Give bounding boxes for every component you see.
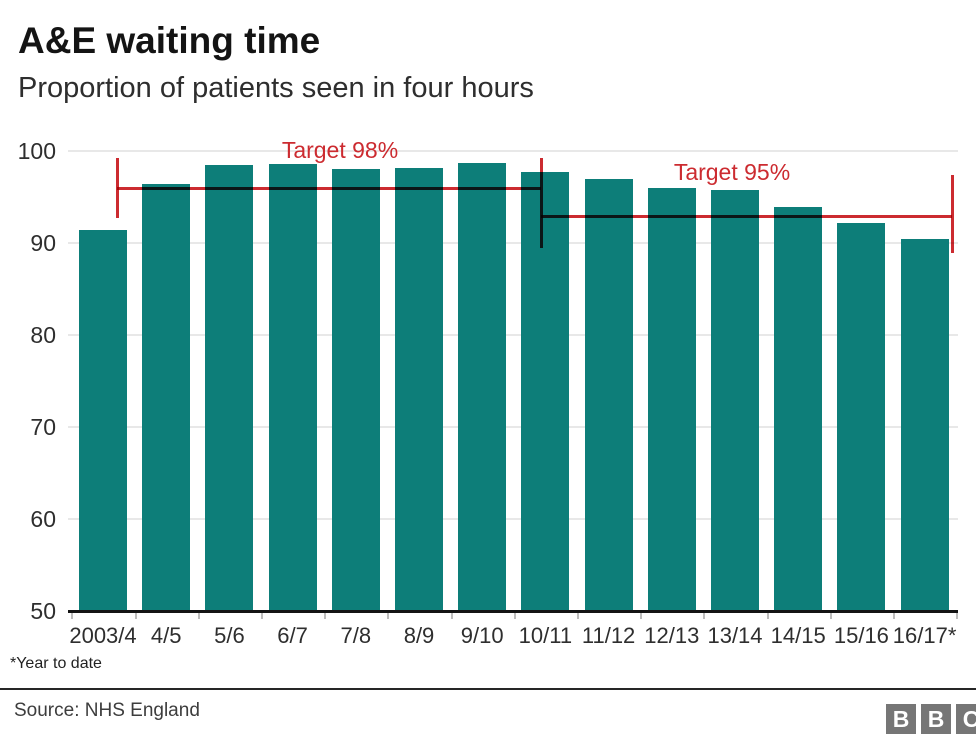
- bbc-logo-letter: B: [921, 704, 951, 734]
- axis-tick: [513, 613, 516, 619]
- x-axis-label: 9/10: [460, 623, 504, 648]
- y-axis-label: 50: [30, 598, 56, 624]
- axis-tick: [893, 613, 895, 619]
- bar: [521, 172, 570, 611]
- gridline: [68, 426, 958, 428]
- axis-tick: [640, 613, 643, 619]
- x-axis-label: 10/11: [518, 623, 573, 648]
- axis-tick: [71, 613, 74, 619]
- chart-subtitle: Proportion of patients seen in four hour…: [18, 72, 534, 104]
- axis-tick: [577, 613, 579, 619]
- gridline: [68, 334, 958, 336]
- gridline: [68, 150, 958, 152]
- x-axis-label: 14/15: [770, 623, 826, 648]
- target-whisker: [116, 158, 119, 218]
- axis-tick: [134, 613, 137, 619]
- target-line: [541, 215, 952, 218]
- bar: [647, 187, 696, 611]
- footer-divider: [0, 688, 976, 690]
- source-caption: Source: NHS England: [14, 700, 200, 721]
- bbc-logo-letter: B: [886, 704, 916, 734]
- x-axis-label: 11/12: [581, 623, 636, 648]
- axis-tick: [829, 613, 832, 619]
- bar: [395, 167, 443, 611]
- gridline: [68, 518, 958, 520]
- bar: [268, 163, 317, 611]
- axis-tick: [197, 613, 200, 619]
- axis-tick: [324, 613, 327, 619]
- x-axis-label: 16/17*: [892, 623, 957, 648]
- bar: [458, 163, 507, 611]
- bar: [584, 178, 633, 611]
- x-axis-label: 7/8: [340, 623, 372, 648]
- bar: [142, 184, 191, 611]
- y-axis-label: 70: [30, 414, 56, 440]
- bbc-logo-letter: C: [956, 704, 976, 734]
- axis-tick: [956, 613, 959, 619]
- target-line: [117, 187, 541, 190]
- x-axis-label: 12/13: [644, 623, 700, 648]
- chart-title: A&E waiting time: [18, 20, 321, 61]
- y-axis-label: 80: [30, 322, 56, 348]
- y-axis-label: 100: [17, 138, 56, 164]
- x-axis-label: 15/16: [833, 623, 889, 648]
- target-whisker: [540, 158, 543, 248]
- axis-tick: [766, 613, 769, 619]
- x-axis-label: 4/5: [150, 623, 182, 648]
- footnote: *Year to date: [10, 655, 102, 672]
- gridline: [68, 242, 958, 244]
- axis-tick: [261, 613, 263, 619]
- y-axis-label: 90: [30, 230, 56, 256]
- bar: [900, 239, 949, 611]
- bar: [774, 207, 823, 611]
- x-axis-label: 8/9: [403, 623, 435, 648]
- axis-tick: [450, 613, 453, 619]
- axis-tick: [703, 613, 706, 619]
- bar: [711, 189, 759, 611]
- bar: [79, 230, 127, 611]
- bar: [837, 222, 886, 611]
- x-axis-label: 5/6: [214, 623, 245, 648]
- bar: [205, 164, 254, 611]
- x-axis-line: [68, 610, 958, 613]
- y-axis-label: 60: [30, 506, 56, 532]
- axis-tick: [387, 613, 390, 619]
- x-axis-label: 13/14: [707, 623, 763, 648]
- x-axis-label: 6/7: [277, 623, 308, 648]
- bar: [331, 168, 380, 611]
- target-label: Target 95%: [673, 159, 791, 185]
- x-axis-label: 2003/4: [69, 623, 137, 648]
- target-label: Target 98%: [281, 137, 399, 163]
- bbc-logo: B B C: [886, 704, 976, 734]
- target-whisker: [951, 175, 954, 253]
